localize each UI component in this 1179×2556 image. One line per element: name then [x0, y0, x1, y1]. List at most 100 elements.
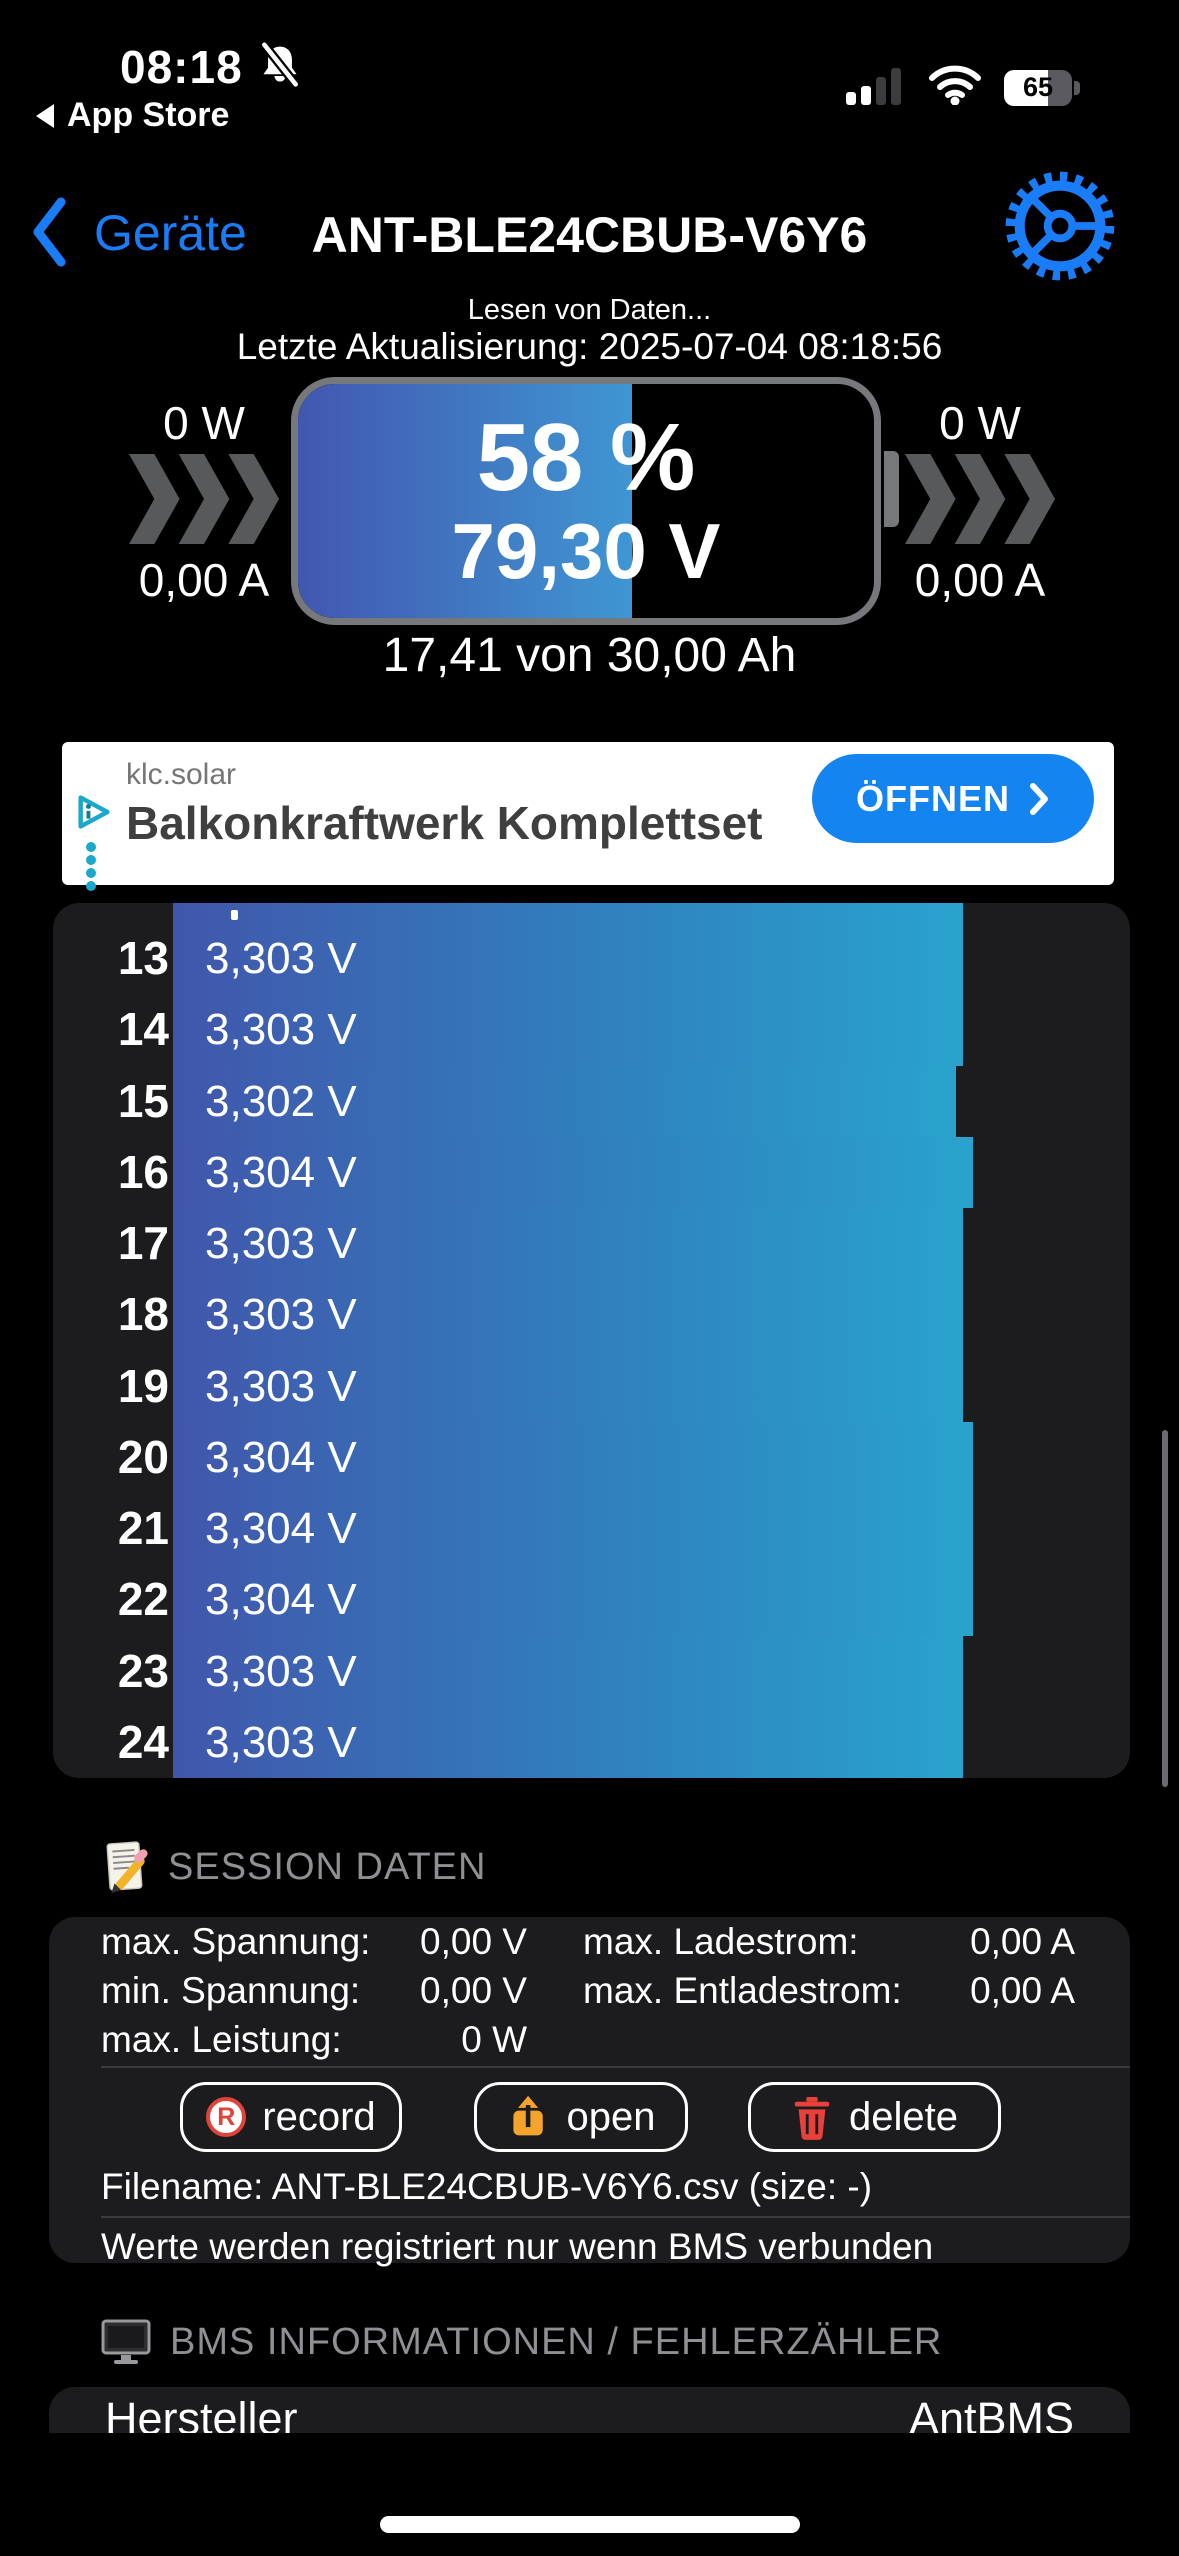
cell-voltage-bar: 3,304 V — [173, 1493, 973, 1565]
delete-button[interactable]: delete — [748, 2082, 1001, 2152]
cell-voltage: 3,303 V — [205, 1646, 357, 1696]
stat-label — [583, 2015, 935, 2064]
stat-value: 0 W — [461, 2019, 527, 2060]
flow-left: 0 W 0,00 A — [119, 400, 289, 603]
cell-row: 23 3,303 V — [53, 1635, 1130, 1707]
battery-soc: 58 % — [476, 404, 696, 511]
stat-label: min. Spannung: — [101, 1970, 361, 2011]
ad-dots-icon — [86, 842, 96, 891]
cellular-signal-icon — [846, 64, 906, 111]
ad-open-button[interactable]: ÖFFNEN — [812, 754, 1094, 843]
bms-header-label: BMS INFORMATIONEN / FEHLERZÄHLER — [170, 2320, 943, 2363]
battery-status-percent: 65 — [1022, 72, 1054, 102]
session-stats: max. Spannung: 0,00 V max. Ladestrom: 0,00 … — [49, 1917, 1130, 2064]
cell-number: 15 — [117, 1074, 169, 1127]
session-stat-row: max. Spannung: 0,00 V max. Ladestrom: 0,00 … — [49, 1917, 1130, 1966]
cell-row: 19 3,303 V — [53, 1350, 1130, 1422]
cell-row: 24 3,303 V — [53, 1706, 1130, 1778]
cell-voltage-bar: 3,304 V — [173, 1421, 973, 1493]
cell-voltage: 3,303 V — [205, 934, 357, 983]
cell-voltage-bar: 3,303 V — [173, 923, 963, 995]
record-label: record — [262, 2094, 376, 2139]
last-update: Letzte Aktualisierung: 2025-07-04 08:18:… — [236, 326, 943, 367]
cell-number: 13 — [117, 932, 169, 984]
memo-icon — [106, 1841, 148, 1893]
battery-status-nub — [1074, 80, 1080, 95]
ad-choices-icon[interactable] — [74, 792, 114, 837]
cell-voltage: 3,303 V — [205, 1361, 357, 1411]
battery-status-icon: 65 — [1004, 69, 1080, 106]
cell-number: 24 — [117, 1715, 169, 1768]
session-section-header: SESSION DATEN — [100, 1840, 486, 1894]
ad-cta-label: ÖFFNEN — [856, 777, 1010, 819]
cell-voltage: 3,304 V — [205, 1432, 357, 1482]
open-tray-icon — [512, 2095, 543, 2136]
wifi-icon — [928, 65, 982, 110]
stat-value: 0,00 V — [420, 1921, 527, 1962]
cell-voltage: 3,303 V — [205, 1005, 357, 1055]
page-title: ANT-BLE24CBUB-V6Y6 — [311, 207, 868, 263]
cell-number: 18 — [117, 1288, 169, 1341]
flow-left-power: 0 W — [163, 397, 245, 449]
stat-label: max. Leistung: — [101, 2019, 342, 2060]
cell-voltage-bar: 3,303 V — [173, 1208, 963, 1280]
cell-row: 13 3,303 V — [53, 923, 1130, 995]
cell-number: 20 — [117, 1430, 169, 1483]
cell-voltage-bar — [173, 903, 963, 923]
cell-voltage-bar: 3,303 V — [173, 1635, 963, 1707]
ad-banner[interactable]: klc.solar Balkonkraftwerk Komplettset ÖF… — [62, 742, 1114, 891]
cell-number: 22 — [117, 1573, 169, 1626]
cell-voltage-bar: 3,303 V — [173, 1279, 963, 1351]
flow-right-power: 0 W — [939, 397, 1021, 449]
flow-left-chevrons-icon — [129, 454, 279, 544]
cell-voltage-list[interactable]: 13 3,303 V 14 3,303 V 15 3,302 V 16 3,304 V 17 3,… — [53, 903, 1130, 1778]
cell-voltage-bar: 3,303 V — [173, 994, 963, 1066]
bell-slash-icon — [257, 41, 303, 93]
stat-label: max. Ladestrom: — [583, 1921, 859, 1962]
record-button[interactable]: R record — [180, 2082, 402, 2152]
stat-label: max. Spannung: — [101, 1921, 371, 1962]
stat-value: 0,00 V — [420, 1970, 527, 2011]
cell-number: 16 — [117, 1145, 169, 1198]
flow-left-current: 0,00 A — [138, 554, 270, 606]
cell-row: 22 3,304 V — [53, 1564, 1130, 1636]
stat-value: 0,00 A — [970, 1921, 1075, 1962]
ad-title: Balkonkraftwerk Komplettset — [126, 797, 763, 849]
cell-row: 17 3,303 V — [53, 1208, 1130, 1280]
flow-right-chevrons-icon — [905, 454, 1055, 544]
bms-info-row: Hersteller AntBMS — [49, 2387, 1130, 2433]
scrollbar[interactable] — [1162, 1430, 1168, 1787]
filename-text: Filename: ANT-BLE24CBUB-V6Y6.csv (size: … — [101, 2166, 873, 2207]
battery-status-fill — [1004, 69, 1049, 106]
battery-widget: 58 % 79,30 V — [291, 377, 881, 625]
cell-row: 14 3,303 V — [53, 994, 1130, 1066]
cell-number: 14 — [117, 1003, 169, 1056]
cell-voltage: 3,302 V — [205, 1076, 357, 1126]
stat-value: 0,00 A — [970, 1970, 1075, 2011]
cell-number: 19 — [117, 1359, 169, 1412]
capacity-text: 17,41 von 30,00 Ah — [382, 629, 797, 682]
battery-fill — [298, 384, 633, 618]
session-panel: max. Spannung: 0,00 V max. Ladestrom: 0,00 … — [49, 1917, 1130, 2267]
cell-number: 23 — [117, 1644, 169, 1697]
cell-voltage-bar: 3,304 V — [173, 1564, 973, 1636]
record-icon: R — [206, 2097, 247, 2137]
statusbar-left: 08:18 — [120, 40, 303, 94]
cell-voltage: 3,303 V — [205, 1717, 357, 1767]
cell-voltage: 3,304 V — [205, 1504, 357, 1553]
nav-back-button[interactable]: Geräte — [94, 205, 247, 261]
settings-gear-icon[interactable] — [1004, 170, 1116, 287]
cell-row: 21 3,304 V — [53, 1493, 1130, 1565]
divider — [101, 2066, 1130, 2068]
cell-row: 20 3,304 V — [53, 1421, 1130, 1493]
cell-voltage-bar: 3,304 V — [173, 1136, 973, 1208]
open-button[interactable]: open — [474, 2082, 688, 2152]
home-indicator[interactable] — [380, 2516, 800, 2533]
back-to-app-store[interactable]: App Store — [36, 96, 229, 135]
bms-section-header: BMS INFORMATIONEN / FEHLERZÄHLER — [100, 2318, 942, 2366]
nav-back-chevron-icon[interactable] — [30, 196, 68, 273]
bms-rows: Hersteller AntBMS — [49, 2387, 1130, 2433]
battery-voltage: 79,30 V — [451, 507, 721, 595]
bms-panel: Hersteller AntBMS — [49, 2387, 1130, 2433]
statusbar-right: 65 — [846, 64, 1080, 111]
